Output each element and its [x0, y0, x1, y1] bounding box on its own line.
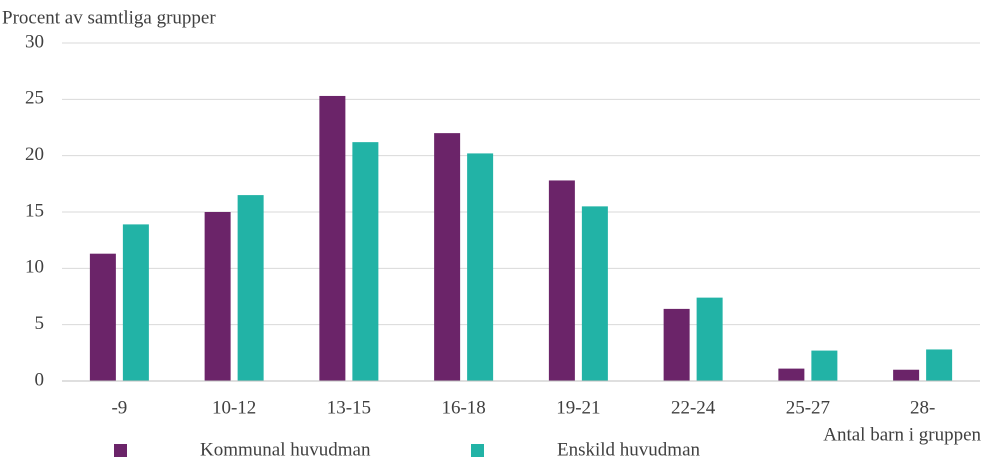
bar [467, 153, 494, 381]
x-tick-label: 13-15 [327, 397, 371, 418]
bar [893, 369, 920, 381]
y-tick-label: 0 [35, 369, 45, 390]
bar [204, 212, 231, 381]
bar [122, 224, 149, 381]
x-tick-label: 28- [910, 397, 935, 418]
y-tick-label: 20 [25, 144, 44, 165]
x-tick-label: 16-18 [441, 397, 485, 418]
bar [778, 368, 805, 381]
y-tick-label: 30 [25, 31, 44, 52]
legend-swatch [471, 444, 484, 457]
y-tick-label: 5 [35, 313, 45, 334]
x-tick-label: 22-24 [671, 397, 716, 418]
legend-swatch [114, 444, 127, 457]
legend-label: Kommunal huvudman [200, 439, 371, 460]
y-tick-label: 10 [25, 257, 44, 278]
bar [548, 180, 575, 381]
bar [352, 142, 379, 381]
bar [237, 195, 264, 381]
bar [434, 133, 461, 381]
y-tick-label: 25 [25, 88, 44, 109]
bar [696, 297, 723, 381]
x-tick-label: -9 [111, 397, 127, 418]
bar [89, 253, 116, 381]
bar [581, 206, 608, 381]
bar [926, 349, 953, 381]
legend-label: Enskild huvudman [557, 439, 701, 460]
x-tick-label: 19-21 [556, 397, 600, 418]
x-tick-label: 10-12 [212, 397, 256, 418]
x-tick-label: 25-27 [786, 397, 830, 418]
x-axis-title: Antal barn i gruppen [823, 424, 981, 445]
bar [319, 95, 346, 381]
bar [663, 308, 690, 381]
bar [811, 350, 838, 381]
y-tick-label: 15 [25, 200, 44, 221]
y-axis-title: Procent av samtliga grupper [2, 7, 216, 28]
